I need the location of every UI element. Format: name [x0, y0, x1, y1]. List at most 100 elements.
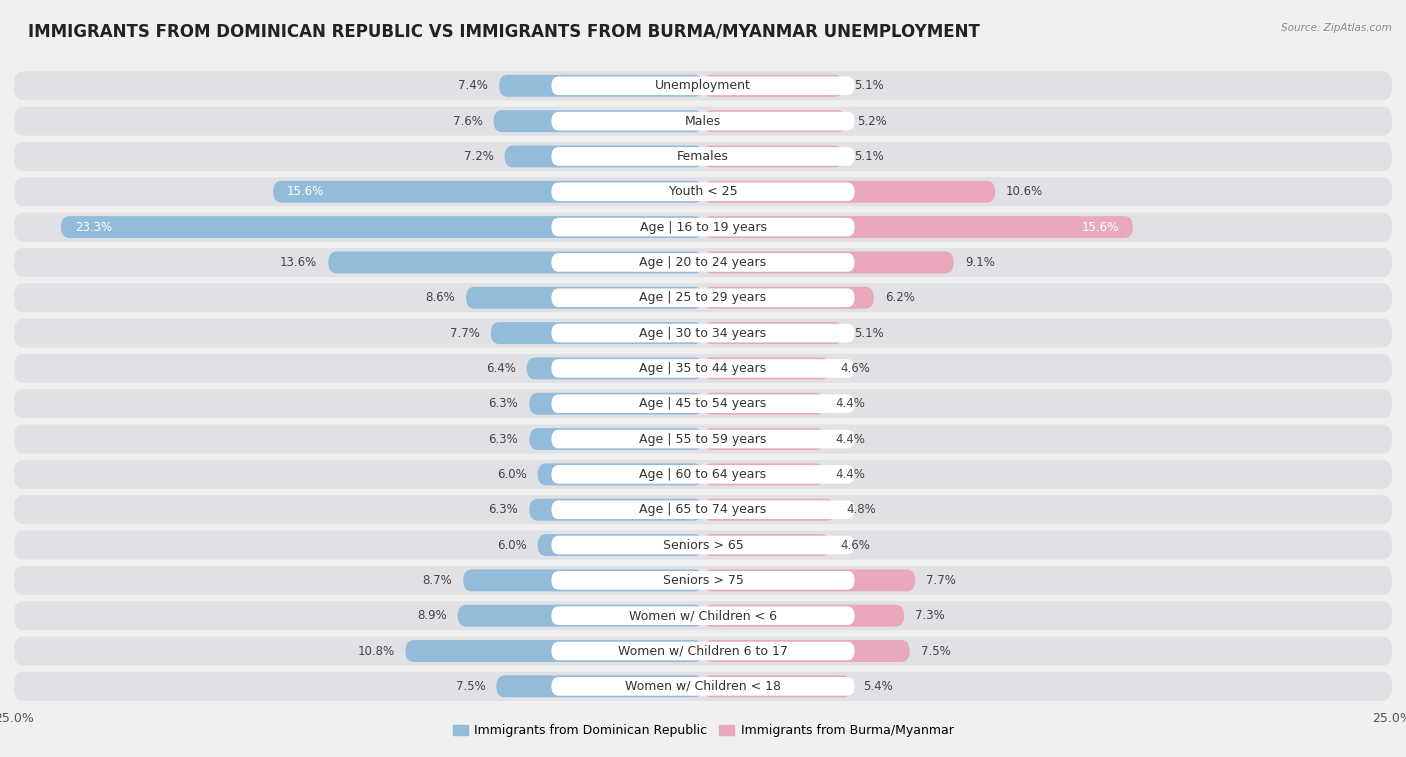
FancyBboxPatch shape	[14, 319, 1392, 347]
Text: 7.6%: 7.6%	[453, 114, 482, 128]
FancyBboxPatch shape	[551, 677, 855, 696]
FancyBboxPatch shape	[530, 428, 703, 450]
Text: 6.3%: 6.3%	[489, 397, 519, 410]
Text: 10.8%: 10.8%	[357, 644, 394, 658]
Text: 7.5%: 7.5%	[921, 644, 950, 658]
Text: 6.0%: 6.0%	[496, 538, 527, 552]
Text: 6.4%: 6.4%	[485, 362, 516, 375]
FancyBboxPatch shape	[551, 606, 855, 625]
Text: 4.8%: 4.8%	[846, 503, 876, 516]
FancyBboxPatch shape	[14, 637, 1392, 665]
FancyBboxPatch shape	[703, 393, 824, 415]
Text: 7.4%: 7.4%	[458, 79, 488, 92]
FancyBboxPatch shape	[551, 465, 855, 484]
FancyBboxPatch shape	[551, 642, 855, 660]
Text: 4.6%: 4.6%	[841, 538, 870, 552]
Text: 7.2%: 7.2%	[464, 150, 494, 163]
Text: 13.6%: 13.6%	[280, 256, 318, 269]
Text: Age | 60 to 64 years: Age | 60 to 64 years	[640, 468, 766, 481]
FancyBboxPatch shape	[14, 425, 1392, 453]
Text: Age | 30 to 34 years: Age | 30 to 34 years	[640, 326, 766, 340]
FancyBboxPatch shape	[551, 182, 855, 201]
FancyBboxPatch shape	[530, 499, 703, 521]
FancyBboxPatch shape	[703, 111, 846, 132]
Text: 6.0%: 6.0%	[496, 468, 527, 481]
Text: 5.1%: 5.1%	[855, 326, 884, 340]
FancyBboxPatch shape	[491, 322, 703, 344]
FancyBboxPatch shape	[14, 248, 1392, 277]
FancyBboxPatch shape	[703, 145, 844, 167]
Text: Youth < 25: Youth < 25	[669, 185, 737, 198]
Text: 6.3%: 6.3%	[489, 503, 519, 516]
Text: 23.3%: 23.3%	[75, 220, 112, 234]
FancyBboxPatch shape	[703, 463, 824, 485]
FancyBboxPatch shape	[551, 500, 855, 519]
FancyBboxPatch shape	[551, 430, 855, 448]
Text: 5.4%: 5.4%	[863, 680, 893, 693]
Text: 7.3%: 7.3%	[915, 609, 945, 622]
FancyBboxPatch shape	[703, 640, 910, 662]
Text: Age | 35 to 44 years: Age | 35 to 44 years	[640, 362, 766, 375]
FancyBboxPatch shape	[14, 531, 1392, 559]
Legend: Immigrants from Dominican Republic, Immigrants from Burma/Myanmar: Immigrants from Dominican Republic, Immi…	[447, 719, 959, 743]
FancyBboxPatch shape	[458, 605, 703, 627]
FancyBboxPatch shape	[551, 359, 855, 378]
Text: 10.6%: 10.6%	[1007, 185, 1043, 198]
FancyBboxPatch shape	[465, 287, 703, 309]
Text: Age | 16 to 19 years: Age | 16 to 19 years	[640, 220, 766, 234]
FancyBboxPatch shape	[703, 534, 830, 556]
Text: Age | 25 to 29 years: Age | 25 to 29 years	[640, 291, 766, 304]
FancyBboxPatch shape	[551, 394, 855, 413]
Text: 5.2%: 5.2%	[858, 114, 887, 128]
Text: 5.1%: 5.1%	[855, 79, 884, 92]
Text: Women w/ Children < 18: Women w/ Children < 18	[626, 680, 780, 693]
FancyBboxPatch shape	[703, 217, 1133, 238]
Text: 6.2%: 6.2%	[884, 291, 915, 304]
Text: Females: Females	[678, 150, 728, 163]
Text: 5.1%: 5.1%	[855, 150, 884, 163]
FancyBboxPatch shape	[494, 111, 703, 132]
Text: Age | 45 to 54 years: Age | 45 to 54 years	[640, 397, 766, 410]
Text: 7.7%: 7.7%	[450, 326, 479, 340]
FancyBboxPatch shape	[14, 566, 1392, 595]
Text: 4.6%: 4.6%	[841, 362, 870, 375]
Text: 4.4%: 4.4%	[835, 468, 865, 481]
FancyBboxPatch shape	[703, 75, 844, 97]
FancyBboxPatch shape	[703, 605, 904, 627]
Text: 8.9%: 8.9%	[418, 609, 447, 622]
FancyBboxPatch shape	[14, 495, 1392, 524]
Text: Seniors > 75: Seniors > 75	[662, 574, 744, 587]
FancyBboxPatch shape	[537, 534, 703, 556]
Text: 15.6%: 15.6%	[1081, 220, 1119, 234]
FancyBboxPatch shape	[551, 76, 855, 95]
FancyBboxPatch shape	[14, 672, 1392, 701]
FancyBboxPatch shape	[14, 354, 1392, 383]
FancyBboxPatch shape	[505, 145, 703, 167]
FancyBboxPatch shape	[273, 181, 703, 203]
FancyBboxPatch shape	[551, 571, 855, 590]
FancyBboxPatch shape	[496, 675, 703, 697]
Text: Women w/ Children 6 to 17: Women w/ Children 6 to 17	[619, 644, 787, 658]
FancyBboxPatch shape	[703, 322, 844, 344]
FancyBboxPatch shape	[14, 71, 1392, 100]
FancyBboxPatch shape	[60, 217, 703, 238]
Text: Age | 20 to 24 years: Age | 20 to 24 years	[640, 256, 766, 269]
FancyBboxPatch shape	[463, 569, 703, 591]
FancyBboxPatch shape	[14, 389, 1392, 418]
Text: 4.4%: 4.4%	[835, 397, 865, 410]
FancyBboxPatch shape	[14, 177, 1392, 206]
Text: 7.7%: 7.7%	[927, 574, 956, 587]
FancyBboxPatch shape	[703, 181, 995, 203]
FancyBboxPatch shape	[551, 112, 855, 130]
FancyBboxPatch shape	[551, 324, 855, 342]
FancyBboxPatch shape	[14, 107, 1392, 136]
Text: Age | 55 to 59 years: Age | 55 to 59 years	[640, 432, 766, 446]
FancyBboxPatch shape	[551, 536, 855, 554]
FancyBboxPatch shape	[703, 357, 830, 379]
FancyBboxPatch shape	[703, 569, 915, 591]
FancyBboxPatch shape	[530, 393, 703, 415]
Text: 9.1%: 9.1%	[965, 256, 994, 269]
FancyBboxPatch shape	[703, 675, 852, 697]
Text: 15.6%: 15.6%	[287, 185, 325, 198]
Text: 6.3%: 6.3%	[489, 432, 519, 446]
